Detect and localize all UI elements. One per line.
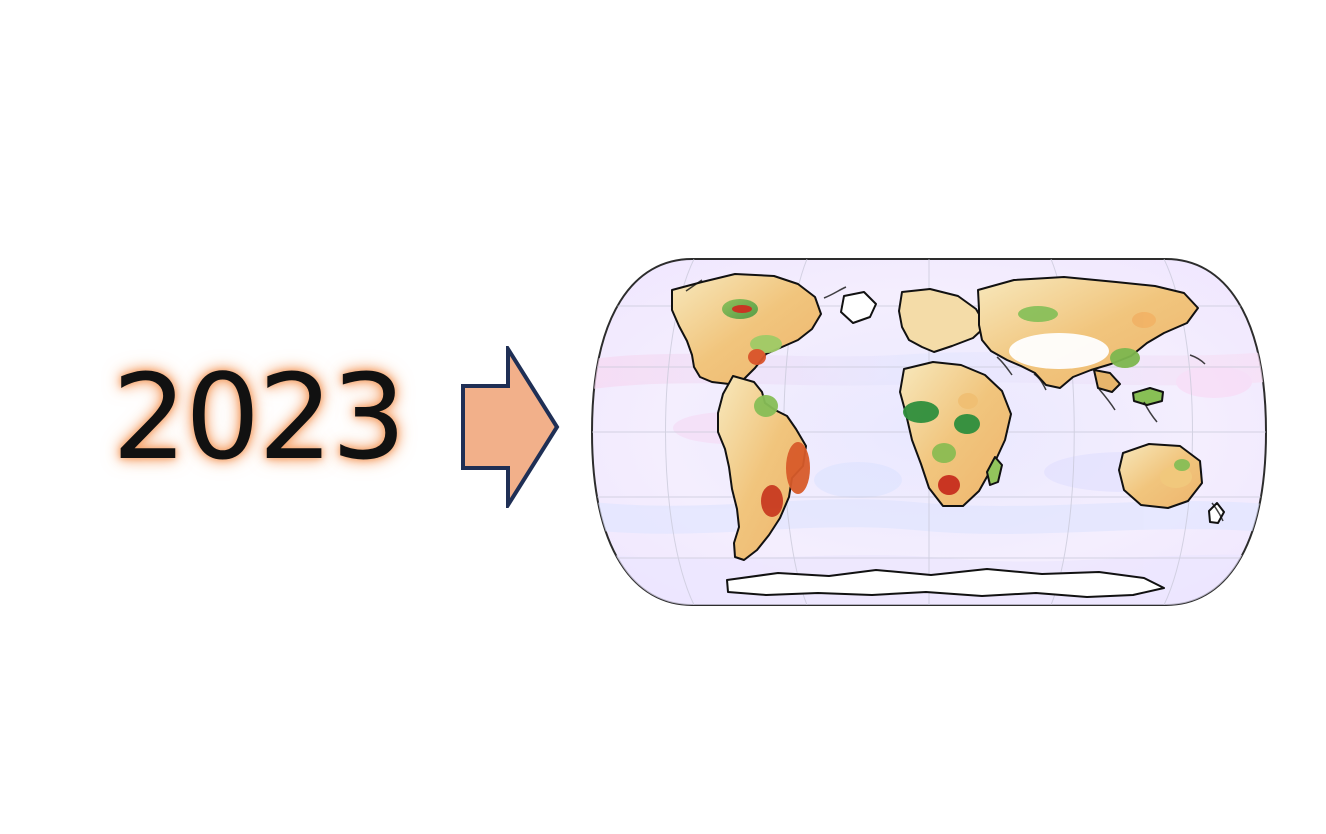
world-map bbox=[590, 258, 1268, 606]
map-anomaly-overlay bbox=[722, 299, 1192, 517]
right-arrow-icon bbox=[461, 346, 560, 508]
right-arrow-shape bbox=[461, 346, 560, 508]
map-coast-accents bbox=[685, 279, 1224, 522]
map-land-layer bbox=[671, 273, 1225, 598]
year-label: 2023 bbox=[112, 348, 406, 486]
